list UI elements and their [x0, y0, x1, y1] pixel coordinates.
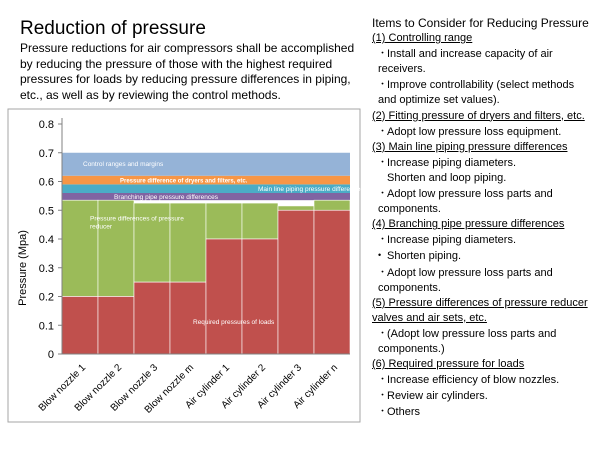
section-item: Shorten and loop piping. — [372, 171, 594, 186]
item-text: Shorten and loop piping. — [387, 171, 507, 184]
reducer-bar — [241, 202, 279, 240]
section-item: • Shorten piping. — [372, 248, 594, 264]
load-bar — [313, 209, 351, 355]
item-text: Increase efficiency of blow nozzles. — [387, 374, 560, 387]
y-tick-label: 0.6 — [39, 177, 54, 189]
y-tick-label: 0.1 — [39, 320, 54, 332]
item-text: Adopt low pressure loss equipment. — [387, 125, 562, 138]
section-title: (5) Pressure differences of pressure red… — [372, 296, 588, 324]
section-item: ・Adopt low pressure loss parts and compo… — [372, 186, 594, 217]
bullet-icon: ・ — [378, 125, 388, 136]
band-3 — [62, 152, 350, 176]
bullet-icon: ・ — [378, 266, 388, 277]
y-axis: 0 0.1 0.2 0.3 0.4 0.5 0.6 0.7 0.8 — [39, 118, 63, 361]
dryer-filter-label: Pressure difference of dryers and filter… — [120, 179, 248, 185]
y-tick-label: 0.4 — [39, 234, 54, 246]
pressure-chart: 00.10.20.30.40.50.60.70.8 Blow nozzle 1B… — [7, 108, 362, 423]
bullet-icon: ・ — [378, 188, 388, 199]
section-title: (2) Fitting pressure of dryers and filte… — [372, 109, 585, 122]
load-bar — [205, 238, 243, 355]
section-title: (1) Controlling range — [372, 32, 473, 45]
section-item: ・Increase efficiency of blow nozzles. — [372, 372, 594, 388]
bullet-icon: ・ — [378, 406, 388, 417]
page-title: Reduction of pressure — [20, 18, 206, 39]
reducer-bar — [313, 199, 351, 211]
item-text: Install and increase capacity of air rec… — [378, 48, 553, 76]
section-item: ・Adopt low pressure loss parts and compo… — [372, 265, 594, 296]
item-text: (Adopt low pressure loss parts and compo… — [378, 327, 557, 355]
considerations-panel: Items to Consider for Reducing Pressure … — [372, 16, 594, 420]
y-tick-label: 0 — [48, 349, 54, 361]
section-item: ・Improve controllability (select methods… — [372, 77, 594, 108]
section-item: ・Review air cylinders. — [372, 388, 594, 404]
y-tick-label: 0.2 — [39, 292, 54, 304]
control-range-label: Control ranges and margins — [83, 161, 164, 168]
bullet-icon: ・ — [378, 156, 388, 167]
reducer-bar — [97, 199, 135, 297]
annotations: Control ranges and margins Pressure diffe… — [83, 161, 362, 326]
bullet-icon: ・ — [378, 327, 388, 338]
y-tick-label: 0.8 — [39, 119, 54, 131]
bullet-icon: • — [378, 250, 382, 261]
bullet-icon: ・ — [378, 79, 388, 90]
reducer-bar — [205, 202, 243, 240]
section-title: (3) Main line piping pressure difference… — [372, 140, 568, 153]
bullet-icon: ・ — [378, 374, 388, 385]
bullet-icon: ・ — [378, 48, 388, 59]
item-text: Increase piping diameters. — [387, 234, 517, 247]
band-1 — [62, 184, 350, 193]
item-text: Adopt low pressure loss parts and compon… — [378, 188, 553, 216]
reducer-label: reducer — [90, 223, 113, 230]
y-axis-label: Pressure (Mpa) — [17, 230, 29, 306]
required-pressure-label: Required pressures of loads — [193, 319, 275, 326]
load-bar — [61, 296, 99, 355]
y-tick-label: 0.3 — [39, 263, 54, 275]
section-item: ・Increase piping diameters. — [372, 232, 594, 248]
item-text: Shorten piping. — [387, 250, 461, 263]
section-item: ・(Adopt low pressure loss parts and comp… — [372, 326, 594, 357]
reducer-bar — [133, 202, 171, 283]
band-0 — [62, 193, 350, 201]
plot-area — [61, 152, 351, 355]
band-2 — [62, 175, 350, 185]
section-title: (6) Required pressure for loads — [372, 358, 525, 371]
item-text: Increase piping diameters. — [387, 156, 517, 169]
load-bar — [97, 296, 135, 355]
section-item: ・Adopt low pressure loss equipment. — [372, 124, 594, 140]
branching-pipe-label: Branching pipe pressure differences — [114, 194, 219, 201]
load-bar — [277, 209, 315, 355]
bullet-icon: ・ — [378, 390, 388, 401]
considerations-heading: Items to Consider for Reducing Pressure — [372, 16, 589, 30]
reducer-bar — [277, 205, 315, 211]
intro-paragraph: Pressure reductions for air compressors … — [20, 41, 355, 102]
bullet-icon: ・ — [378, 234, 388, 245]
reducer-label: Pressure differences of pressure — [90, 215, 184, 222]
load-bar — [241, 238, 279, 355]
item-text: Others — [387, 406, 421, 419]
section-item: ・Install and increase capacity of air re… — [372, 46, 594, 77]
section-item: ・Increase piping diameters. — [372, 155, 594, 171]
y-tick-label: 0.5 — [39, 205, 54, 217]
section-item: ・Others — [372, 404, 594, 420]
main-line-label: Main line piping pressure differences — [258, 186, 362, 193]
y-tick-label: 0.7 — [39, 148, 54, 160]
item-text: Review air cylinders. — [387, 390, 488, 403]
item-text: Adopt low pressure loss parts and compon… — [378, 266, 553, 294]
item-text: Improve controllability (select methods … — [378, 79, 575, 107]
section-title: (4) Branching pipe pressure differences — [372, 218, 565, 231]
load-bar — [133, 281, 171, 355]
